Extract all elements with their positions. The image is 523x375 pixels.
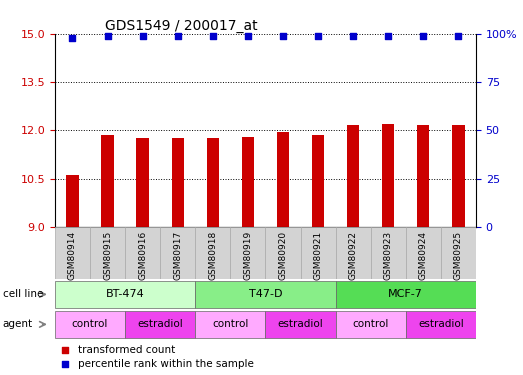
Bar xyxy=(66,176,78,227)
Text: estradiol: estradiol xyxy=(278,320,323,329)
Text: GSM80916: GSM80916 xyxy=(138,231,147,280)
Bar xyxy=(301,227,336,279)
Text: GSM80915: GSM80915 xyxy=(103,231,112,280)
Bar xyxy=(347,126,359,227)
Bar xyxy=(312,135,324,227)
Text: GSM80922: GSM80922 xyxy=(349,231,358,279)
Point xyxy=(244,33,252,39)
Text: GSM80918: GSM80918 xyxy=(208,231,217,280)
Bar xyxy=(125,227,160,279)
Point xyxy=(61,361,70,367)
Point xyxy=(454,33,462,39)
Text: transformed count: transformed count xyxy=(78,345,175,355)
Bar xyxy=(207,138,219,227)
Point xyxy=(314,33,322,39)
Text: estradiol: estradiol xyxy=(418,320,464,329)
Text: GSM80919: GSM80919 xyxy=(243,231,253,280)
Bar xyxy=(277,132,289,227)
Bar xyxy=(406,311,476,338)
Point xyxy=(419,33,427,39)
Point xyxy=(279,33,287,39)
Bar xyxy=(265,311,336,338)
Bar xyxy=(137,138,149,227)
Text: control: control xyxy=(72,320,108,329)
Text: GSM80925: GSM80925 xyxy=(454,231,463,280)
Text: GSM80921: GSM80921 xyxy=(314,231,323,280)
Bar xyxy=(336,281,476,308)
Bar xyxy=(265,227,301,279)
Text: BT-474: BT-474 xyxy=(106,290,144,299)
Bar xyxy=(441,227,476,279)
Bar xyxy=(125,311,195,338)
Text: control: control xyxy=(353,320,389,329)
Bar xyxy=(452,126,464,227)
Point xyxy=(69,34,77,40)
Point xyxy=(174,33,182,39)
Bar xyxy=(230,227,265,279)
Text: GSM80923: GSM80923 xyxy=(384,231,393,280)
Bar xyxy=(55,311,125,338)
Text: estradiol: estradiol xyxy=(138,320,183,329)
Bar xyxy=(55,281,195,308)
Bar xyxy=(90,227,125,279)
Bar xyxy=(55,227,90,279)
Bar xyxy=(195,311,265,338)
Bar xyxy=(172,138,184,227)
Text: GSM80920: GSM80920 xyxy=(278,231,288,280)
Point xyxy=(61,346,70,352)
Bar xyxy=(160,227,195,279)
Text: cell line: cell line xyxy=(3,290,43,299)
Bar xyxy=(382,124,394,227)
Text: GDS1549 / 200017_at: GDS1549 / 200017_at xyxy=(106,19,258,33)
Bar xyxy=(101,135,113,227)
Point xyxy=(349,33,357,39)
Bar xyxy=(195,227,230,279)
Text: GSM80914: GSM80914 xyxy=(68,231,77,280)
Bar xyxy=(336,311,406,338)
Bar xyxy=(336,227,371,279)
Point xyxy=(104,33,112,39)
Text: GSM80917: GSM80917 xyxy=(173,231,182,280)
Text: T47-D: T47-D xyxy=(248,290,282,299)
Bar xyxy=(242,137,254,227)
Text: agent: agent xyxy=(3,320,33,329)
Text: MCF-7: MCF-7 xyxy=(388,290,423,299)
Point xyxy=(139,33,147,39)
Bar xyxy=(417,126,429,227)
Text: percentile rank within the sample: percentile rank within the sample xyxy=(78,359,254,369)
Point xyxy=(384,33,392,39)
Text: GSM80924: GSM80924 xyxy=(419,231,428,279)
Text: control: control xyxy=(212,320,248,329)
Bar xyxy=(195,281,336,308)
Bar xyxy=(406,227,441,279)
Point xyxy=(209,33,217,39)
Bar xyxy=(371,227,406,279)
